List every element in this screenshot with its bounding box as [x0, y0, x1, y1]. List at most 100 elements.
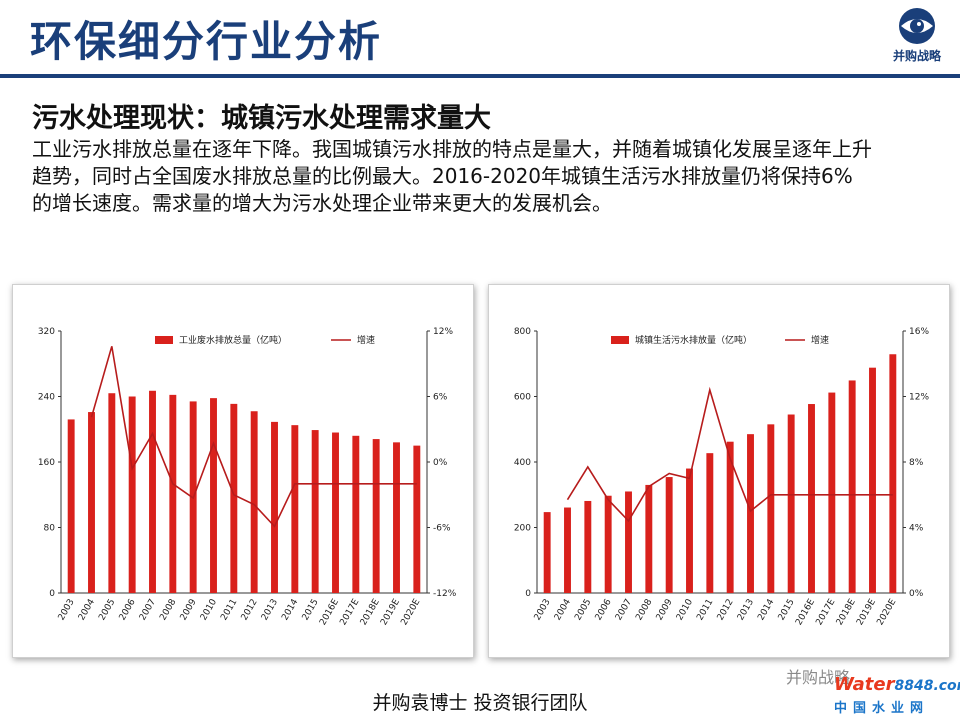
legend-line-label: 增速 — [811, 334, 829, 346]
x-tick-label: 2006 — [594, 597, 614, 622]
urban-wastewater-chart: 0 200 400 600 800 0% 4% 8% 12% 16% 2003 2004 2005 200… — [488, 284, 950, 658]
watermark-site-c: .com — [933, 678, 960, 694]
industrial-wastewater-chart: 0 80 160 240 320 -12% -6% 0% 6% 12% 2003 2004 2005 20… — [12, 284, 474, 658]
bar-2018E — [372, 439, 380, 593]
legend-bar-label: 城镇生活污水排放量（亿吨） — [635, 334, 752, 346]
bar-2007 — [625, 491, 632, 593]
right-tick-label: 4% — [909, 524, 924, 534]
bar-2004 — [564, 507, 571, 593]
x-tick-label: 2005 — [573, 598, 593, 623]
bar-2005 — [584, 500, 592, 593]
legend-bar-swatch — [155, 336, 173, 344]
bar-2009 — [665, 477, 673, 593]
right-tick-label: 12% — [909, 393, 929, 403]
bar-2010 — [210, 398, 217, 593]
left-tick-label: 600 — [514, 393, 531, 403]
bar-2015 — [311, 430, 319, 593]
bar-2011 — [706, 453, 714, 593]
x-tick-label: 2012 — [716, 598, 736, 623]
bar-2016E — [808, 404, 815, 593]
right-tick-label: 6% — [433, 393, 448, 403]
right-tick-label: 0% — [909, 589, 924, 599]
logo-text: 并购战略 — [892, 49, 941, 63]
bar-2015 — [787, 414, 795, 593]
left-tick-label: 160 — [38, 458, 55, 468]
x-tick-label: 2005 — [97, 598, 117, 623]
bar-2020E — [413, 445, 421, 593]
left-tick-label: 200 — [514, 524, 531, 534]
left-tick-label: 240 — [38, 393, 55, 403]
bar-2010 — [686, 468, 693, 593]
bar-2003 — [543, 512, 551, 593]
x-tick-label: 2020E — [875, 597, 898, 627]
x-tick-label: 2011 — [219, 598, 239, 623]
x-tick-label: 2013 — [736, 598, 756, 623]
bar-2013 — [747, 434, 754, 593]
right-tick-label: -12% — [433, 589, 457, 599]
bar-2011 — [230, 403, 238, 593]
x-tick-label: 2014 — [756, 597, 776, 622]
x-tick-label: 2020E — [399, 597, 422, 627]
x-tick-label: 2009 — [655, 597, 675, 622]
right-tick-label: 12% — [433, 327, 453, 337]
watermark-site-b: 8848 — [894, 678, 934, 694]
bar-2008 — [645, 484, 653, 593]
x-tick-label: 2012 — [240, 598, 260, 623]
x-tick-label: 2008 — [158, 597, 178, 622]
bar-2008 — [169, 394, 177, 593]
x-tick-label: 2007 — [614, 598, 634, 623]
bar-2020E — [889, 354, 897, 593]
left-tick-label: 320 — [38, 327, 55, 337]
legend-bar-swatch — [611, 336, 629, 344]
growth-rate-line — [90, 346, 417, 528]
x-tick-label: 2015 — [301, 598, 321, 623]
x-tick-label: 2010 — [199, 597, 219, 622]
x-tick-label: 2004 — [553, 597, 573, 622]
bar-2012 — [726, 441, 734, 593]
x-tick-label: 2008 — [634, 597, 654, 622]
footer-team: 并购袁博士 投资银行团队 — [372, 692, 588, 714]
x-tick-label: 2015 — [777, 598, 797, 623]
bar-2019E — [393, 442, 400, 593]
bar-2007 — [149, 390, 156, 593]
right-tick-label: 0% — [433, 458, 448, 468]
bar-2012 — [250, 411, 258, 593]
bar-2017E — [352, 435, 360, 593]
bar-2005 — [108, 393, 116, 593]
bar-2016E — [332, 432, 339, 593]
watermark-cn: 中国水业网 — [834, 701, 930, 716]
bar-2006 — [604, 495, 612, 593]
watermark-site-a: Water — [834, 674, 895, 695]
watermark-text: 并购战略 — [786, 668, 851, 687]
bar-2014 — [767, 424, 775, 593]
x-tick-label: 2003 — [57, 598, 77, 623]
x-tick-label: 2004 — [77, 597, 97, 622]
left-tick-label: 0 — [49, 589, 55, 599]
watermark-site-logo: Water8848.com — [834, 674, 960, 695]
slide-header: 环保细分行业分析 并购战略 — [0, 0, 960, 78]
legend-bar-label: 工业废水排放总量（亿吨） — [179, 334, 287, 346]
right-tick-label: 16% — [909, 327, 929, 337]
x-tick-label: 2014 — [280, 597, 300, 622]
x-tick-label: 2013 — [260, 598, 280, 623]
brand-logo: 并购战略 — [884, 6, 950, 66]
growth-rate-line — [566, 386, 893, 523]
bar-2013 — [271, 421, 278, 593]
x-tick-label: 2006 — [118, 597, 138, 622]
bar-2018E — [848, 380, 856, 593]
eye-logo-icon — [899, 8, 935, 44]
left-tick-label: 80 — [44, 524, 56, 534]
bar-2006 — [128, 396, 136, 593]
bar-2003 — [67, 419, 75, 593]
x-tick-label: 2011 — [695, 598, 715, 623]
x-tick-label: 2003 — [533, 598, 553, 623]
x-tick-label: 2010 — [675, 597, 695, 622]
bar-2017E — [828, 392, 836, 593]
legend-line-label: 增速 — [357, 334, 375, 346]
bar-2014 — [291, 425, 299, 593]
body-paragraph: 工业污水排放总量在逐年下降。我国城镇污水排放的特点是量大，并随着城镇化发展呈逐年… — [32, 137, 872, 215]
right-tick-label: 8% — [909, 458, 924, 468]
x-tick-label: 2007 — [138, 598, 158, 623]
